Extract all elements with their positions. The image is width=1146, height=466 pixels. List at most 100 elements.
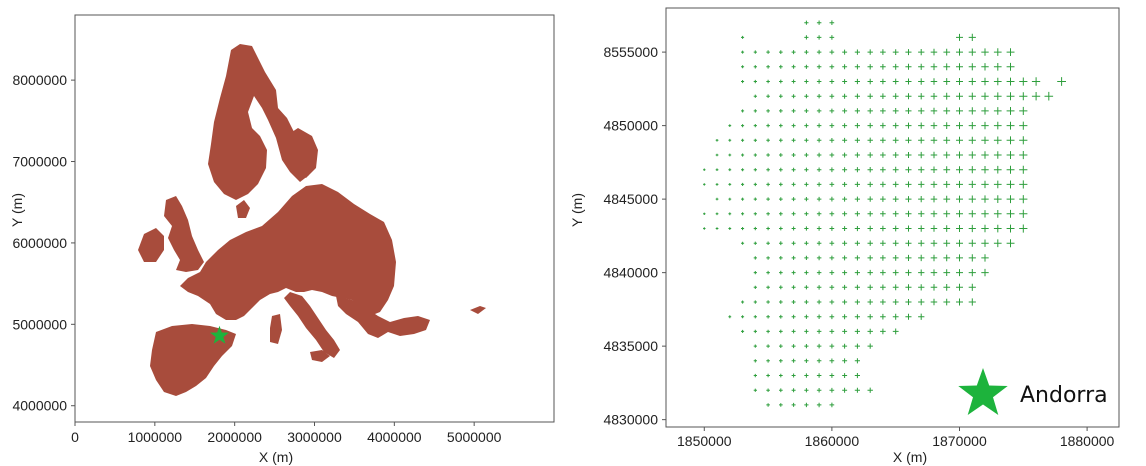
grid-point [918, 210, 925, 217]
grid-point [930, 166, 938, 173]
grid-point [880, 137, 886, 144]
grid-point [804, 344, 809, 349]
grid-point [779, 285, 783, 290]
grid-point [930, 195, 938, 203]
grid-point [1006, 195, 1015, 204]
grid-point [918, 284, 925, 291]
grid-point [829, 79, 835, 84]
grid-point [867, 240, 873, 246]
grid-point [867, 137, 873, 143]
grid-point [892, 78, 899, 85]
grid-point [804, 329, 809, 334]
europe-y-tick-label: 6000000 [12, 235, 67, 251]
grid-point [728, 168, 732, 172]
grid-point [918, 269, 925, 276]
grid-point [981, 210, 989, 218]
grid-point [703, 168, 706, 171]
grid-point [829, 255, 835, 261]
grid-point [741, 197, 745, 201]
grid-point [981, 254, 989, 262]
grid-point [829, 108, 835, 114]
grid-point [905, 196, 912, 203]
grid-point [766, 167, 770, 172]
grid-point [1019, 151, 1028, 160]
grid-point [1019, 121, 1028, 130]
grid-point [753, 344, 757, 348]
grid-point [728, 153, 732, 157]
grid-point [968, 298, 976, 306]
grid-point [829, 343, 835, 349]
grid-point [1019, 165, 1028, 174]
grid-point [753, 359, 757, 363]
grid-point [715, 168, 719, 171]
grid-point [1006, 165, 1015, 174]
grid-point [753, 182, 757, 187]
grid-point [892, 210, 899, 217]
grid-point [880, 122, 886, 129]
grid-point [867, 122, 873, 129]
grid-point [918, 151, 925, 159]
grid-point [892, 255, 899, 261]
grid-point [854, 137, 860, 143]
grid-point [779, 109, 783, 113]
sicily-landmass [310, 350, 330, 362]
grid-point [804, 285, 809, 290]
grid-point [930, 63, 938, 71]
grid-point [816, 94, 822, 99]
scandinavia-landmass [208, 44, 309, 200]
grid-point [791, 211, 796, 216]
grid-point [854, 270, 860, 276]
grid-point [766, 285, 770, 290]
europe-y-tick-label: 4000000 [12, 398, 67, 414]
grid-point [854, 284, 860, 290]
grid-point [766, 50, 770, 54]
grid-point [753, 212, 757, 216]
grid-point [741, 182, 745, 186]
balkans-landmass [336, 296, 430, 338]
grid-point [1057, 77, 1066, 86]
europe-y-tick-label: 8000000 [12, 72, 67, 88]
grid-point [1019, 224, 1028, 233]
grid-point [816, 358, 822, 364]
grid-point [779, 329, 783, 334]
grid-point [791, 255, 796, 260]
grid-point [753, 94, 757, 98]
grid-point [753, 315, 757, 319]
andorra-y-tick-label: 4840000 [603, 265, 658, 281]
grid-point [816, 373, 822, 378]
grid-point [930, 93, 938, 100]
grid-point [1006, 180, 1015, 189]
grid-point [854, 255, 860, 261]
andorra-y-tick-label: 4845000 [603, 191, 658, 207]
grid-point [867, 152, 873, 158]
grid-point [791, 373, 796, 378]
grid-point [816, 35, 822, 40]
grid-point [956, 254, 963, 262]
grid-point [905, 63, 912, 70]
grid-point [804, 388, 809, 393]
grid-point [930, 137, 938, 144]
grid-point [791, 64, 796, 69]
andorra-location-star-icon [210, 325, 229, 344]
grid-point [968, 136, 976, 144]
grid-point [829, 358, 835, 364]
grid-point [892, 122, 899, 129]
grid-point [918, 137, 925, 144]
grid-point [930, 78, 938, 85]
grid-point [804, 270, 809, 275]
grid-point [918, 254, 925, 262]
grid-point [930, 48, 938, 56]
grid-point [867, 196, 873, 202]
europe-y-tick-label: 7000000 [12, 154, 67, 170]
grid-point [930, 254, 938, 262]
grid-point [842, 167, 848, 173]
grid-point [880, 255, 886, 261]
grid-point [943, 78, 951, 85]
grid-point [779, 197, 783, 201]
grid-point [880, 299, 886, 305]
grid-point [956, 180, 963, 188]
grid-point [1006, 151, 1015, 159]
grid-point [804, 138, 809, 143]
grid-point [943, 269, 951, 276]
grid-point [779, 388, 783, 393]
